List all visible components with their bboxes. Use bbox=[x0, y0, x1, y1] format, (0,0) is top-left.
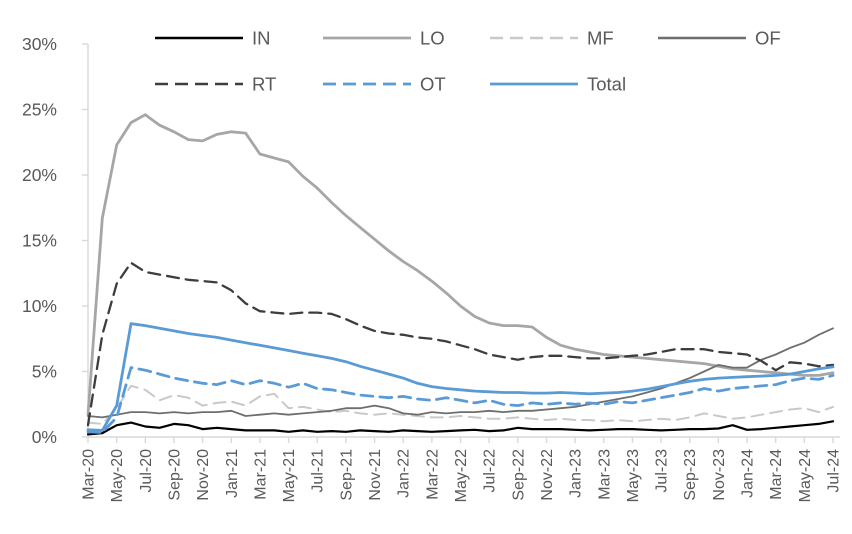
legend-label-RT: RT bbox=[252, 74, 276, 95]
series-line-LO bbox=[86, 113, 835, 417]
x-axis-tick-label: Sep-23 bbox=[682, 449, 699, 501]
x-axis-tick-label: Nov-21 bbox=[367, 449, 384, 501]
x-axis-tick-label: Jul-24 bbox=[826, 449, 843, 493]
x-axis-tick-label: Jan-23 bbox=[568, 449, 585, 498]
y-axis-tick-label: 25% bbox=[22, 100, 57, 120]
x-axis-tick-label: Nov-22 bbox=[539, 449, 556, 501]
legend-label-LO: LO bbox=[420, 28, 445, 49]
y-axis-tick-label: 0% bbox=[32, 427, 57, 447]
x-axis-tick-label: Jul-23 bbox=[654, 449, 671, 493]
series-line-RT bbox=[86, 261, 835, 427]
x-axis-tick-label: Mar-20 bbox=[81, 449, 98, 500]
x-axis-tick-label: May-23 bbox=[625, 449, 642, 502]
x-axis-tick-label: Jan-21 bbox=[224, 449, 241, 498]
series-line-OT bbox=[86, 366, 835, 434]
x-axis-tick-label: Sep-21 bbox=[338, 449, 355, 501]
y-axis-tick-label: 20% bbox=[22, 165, 57, 185]
x-axis-tick-label: Mar-21 bbox=[252, 449, 269, 500]
y-axis-tick-label: 30% bbox=[22, 34, 57, 54]
series-line-Total bbox=[86, 322, 835, 432]
x-axis-tick-label: Jan-22 bbox=[396, 449, 413, 498]
x-axis-tick-label: Jul-21 bbox=[310, 449, 327, 493]
x-axis-tick-label: Sep-22 bbox=[510, 449, 527, 501]
legend-item-OF: OF bbox=[658, 28, 781, 49]
x-axis-tick-label: Mar-24 bbox=[768, 449, 785, 500]
x-axis-tick-label: May-20 bbox=[109, 449, 126, 502]
legend-item-LO: LO bbox=[323, 28, 445, 49]
x-axis-tick-label: Mar-23 bbox=[596, 449, 613, 500]
legend-item-Total: Total bbox=[490, 74, 626, 95]
x-axis-tick-label: Mar-22 bbox=[424, 449, 441, 500]
x-axis-tick-label: Sep-20 bbox=[166, 449, 183, 501]
series-line-OF bbox=[87, 327, 834, 419]
x-axis-tick-label: Jul-20 bbox=[138, 449, 155, 493]
x-axis-tick-label: Nov-23 bbox=[711, 449, 728, 501]
legend-item-RT: RT bbox=[155, 74, 276, 95]
x-axis-tick-label: Jan-24 bbox=[740, 449, 757, 498]
legend-item-IN: IN bbox=[155, 28, 271, 49]
legend-label-IN: IN bbox=[252, 28, 271, 49]
series-line-IN bbox=[86, 420, 835, 436]
x-axis-tick-label: Nov-20 bbox=[195, 449, 212, 501]
y-axis-tick-label: 15% bbox=[22, 231, 57, 251]
x-axis-tick-label: May-24 bbox=[797, 449, 814, 502]
series-line-MF bbox=[87, 384, 834, 425]
x-axis-tick-label: May-22 bbox=[453, 449, 470, 502]
legend-label-OF: OF bbox=[755, 28, 781, 49]
legend-item-MF: MF bbox=[490, 28, 614, 49]
y-axis-tick-label: 5% bbox=[32, 362, 57, 382]
legend-label-Total: Total bbox=[587, 74, 626, 95]
legend-label-MF: MF bbox=[587, 28, 614, 49]
x-axis-tick-label: May-21 bbox=[281, 449, 298, 502]
x-axis-tick-label: Jul-22 bbox=[482, 449, 499, 493]
y-axis-tick-label: 10% bbox=[22, 296, 57, 316]
legend-label-OT: OT bbox=[420, 74, 446, 95]
legend-item-OT: OT bbox=[323, 74, 446, 95]
